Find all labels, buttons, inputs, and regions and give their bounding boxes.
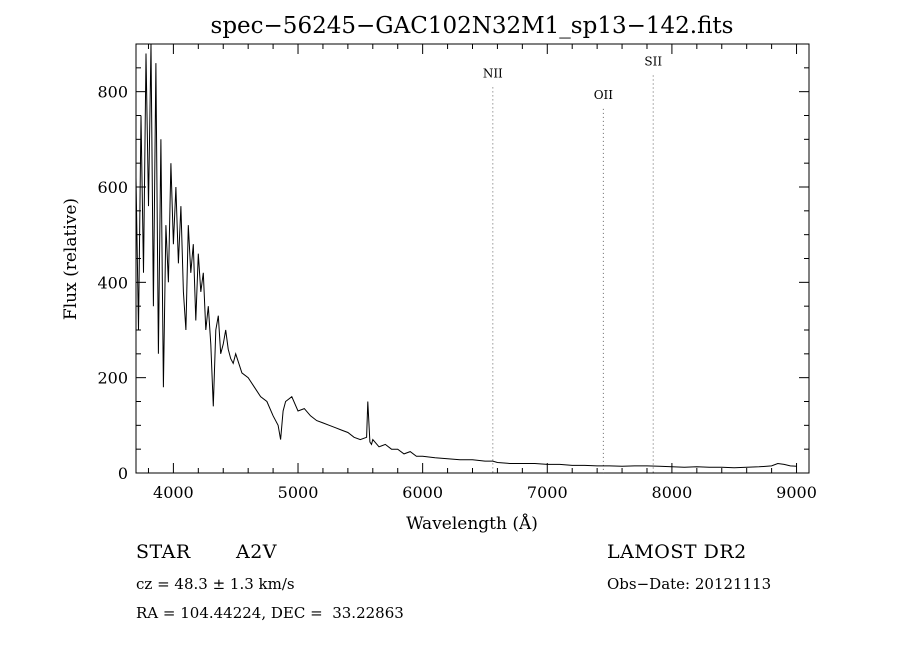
spectrum-line bbox=[135, 43, 797, 469]
plot-frame bbox=[135, 43, 810, 474]
x-tick-label: 9000 bbox=[776, 483, 817, 502]
coordinates-text: RA = 104.44224, DEC = 33.22863 bbox=[136, 604, 404, 622]
object-class: STAR bbox=[136, 541, 191, 563]
redshift-text: cz = 48.3 ± 1.3 km/s bbox=[136, 575, 295, 593]
x-axis: 4000 5000 6000 7000 8000 9000 bbox=[147, 44, 817, 502]
y-tick-label: 600 bbox=[97, 178, 128, 197]
obs-date-text: Obs−Date: 20121113 bbox=[607, 575, 772, 593]
line-markers: NII OII SII bbox=[483, 54, 662, 473]
x-axis-label: Wavelength (Å) bbox=[406, 513, 538, 534]
chart-title: spec−56245−GAC102N32M1_sp13−142.fits bbox=[211, 13, 734, 39]
x-tick-label: 8000 bbox=[652, 483, 693, 502]
emission-line-label: NII bbox=[483, 66, 503, 80]
plot-area: 4000 5000 6000 7000 8000 9000 0 200 400 600 800 N… bbox=[97, 43, 817, 502]
y-tick-label: 200 bbox=[97, 369, 128, 388]
y-axis: 0 200 400 600 800 bbox=[97, 43, 809, 483]
y-tick-label: 400 bbox=[97, 273, 128, 292]
survey-label: LAMOST DR2 bbox=[607, 541, 747, 563]
y-tick-label: 0 bbox=[118, 464, 128, 483]
x-tick-label: 7000 bbox=[527, 483, 568, 502]
emission-line-label: SII bbox=[644, 54, 662, 68]
y-tick-label: 800 bbox=[97, 83, 128, 102]
y-axis-label: Flux (relative) bbox=[61, 198, 81, 320]
object-subclass: A2V bbox=[236, 541, 278, 563]
x-tick-label: 6000 bbox=[402, 483, 443, 502]
x-tick-label: 5000 bbox=[278, 483, 319, 502]
x-tick-label: 4000 bbox=[153, 483, 194, 502]
emission-line-label: OII bbox=[594, 88, 614, 102]
